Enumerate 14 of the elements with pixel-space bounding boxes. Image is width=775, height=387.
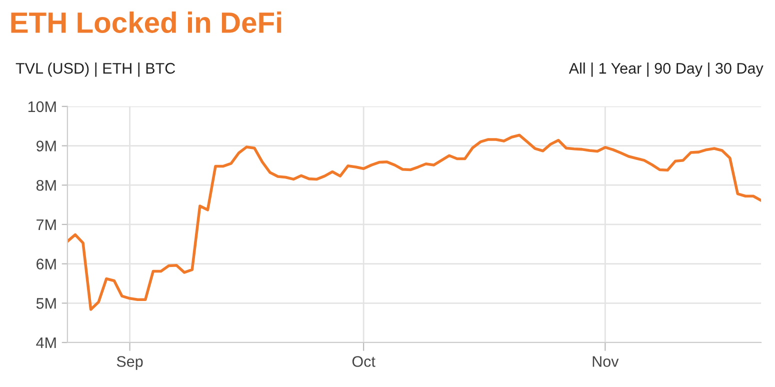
x-tick-label: Sep <box>116 356 143 370</box>
text: TVL (USD) | ETH | BTC <box>16 62 176 77</box>
text: All | 1 Year | 90 Day | 30 Day <box>568 62 764 77</box>
x-tick-label: Oct <box>352 356 376 367</box>
y-tick-label: 8M <box>36 180 56 191</box>
y-tick-label: 6M <box>36 258 56 270</box>
line-series <box>67 134 762 311</box>
y-tick-label: 7M <box>36 219 56 230</box>
y-tick-label: 4M <box>36 338 56 348</box>
y-tick-label: 9M <box>36 140 56 152</box>
x-tick-label: Nov <box>592 356 619 367</box>
y-tick-label: 5M <box>36 298 56 309</box>
chart-title: ETH Locked in DeFi <box>11 12 282 33</box>
y-tick-label: 10M <box>28 101 56 112</box>
